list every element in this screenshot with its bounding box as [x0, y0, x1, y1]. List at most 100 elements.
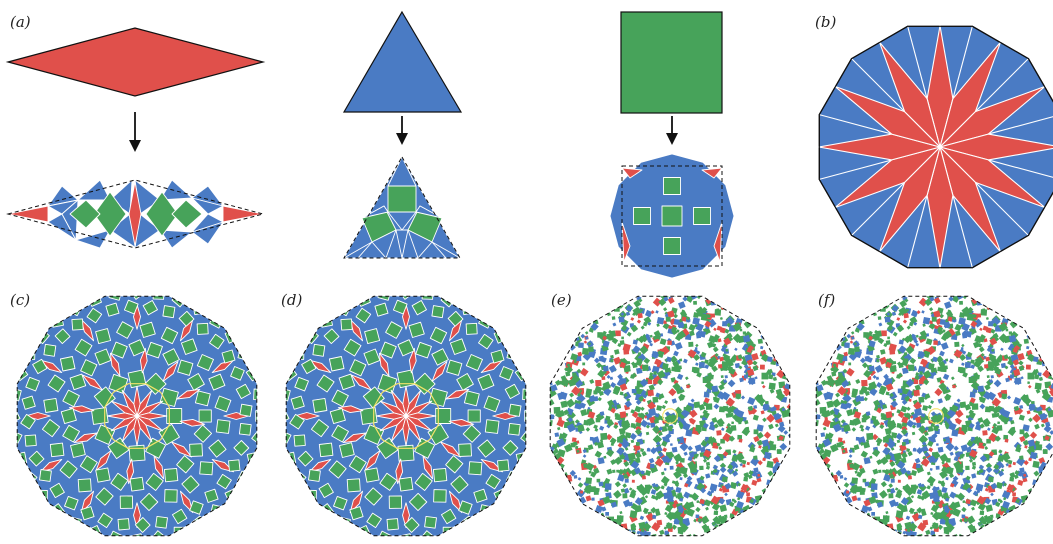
small-tile — [679, 442, 689, 452]
small-tile — [588, 346, 594, 353]
small-tile — [667, 297, 675, 305]
small-tile — [732, 407, 741, 416]
small-tile — [971, 473, 977, 479]
small-tile — [736, 500, 744, 509]
small-tile — [725, 397, 736, 407]
small-tile — [761, 372, 769, 380]
small-tile — [654, 445, 663, 454]
square-tile — [139, 492, 159, 512]
small-tile — [631, 388, 637, 394]
small-tile — [956, 398, 961, 403]
small-tile — [675, 461, 679, 465]
small-tile — [871, 512, 875, 516]
rhombus-tile — [448, 418, 475, 427]
small-tile — [655, 490, 665, 500]
small-tile — [990, 375, 994, 379]
prototile-triangle — [342, 10, 463, 113]
square-tile — [128, 339, 146, 357]
small-tile — [612, 322, 617, 327]
rhombus-tile — [7, 205, 49, 223]
small-tile — [602, 335, 607, 341]
small-tile — [839, 474, 844, 479]
small-tile — [716, 442, 721, 447]
square-tile — [235, 383, 251, 400]
rhombus-tile — [179, 490, 194, 514]
inflated-rhombus-patch — [6, 179, 265, 249]
small-tile — [950, 376, 955, 381]
small-tile — [895, 487, 899, 491]
small-tile — [892, 331, 898, 337]
small-tile — [831, 371, 837, 377]
small-tile — [573, 474, 578, 479]
small-tile — [658, 451, 664, 458]
small-tile — [977, 417, 984, 424]
small-tile — [618, 515, 623, 520]
small-tile — [650, 463, 655, 469]
small-tile — [666, 356, 672, 363]
small-tile — [678, 301, 686, 309]
small-tile — [953, 292, 957, 296]
small-tile — [563, 402, 568, 406]
small-tile — [688, 451, 696, 459]
small-tile — [737, 354, 743, 360]
small-tile — [865, 425, 871, 431]
small-tile — [779, 442, 788, 451]
rhombus-tile — [713, 221, 723, 263]
small-tile — [627, 452, 636, 461]
square-tile — [286, 451, 297, 466]
small-tile — [564, 367, 569, 372]
small-tile — [683, 509, 689, 515]
small-tile — [636, 483, 646, 494]
small-tile — [1034, 374, 1040, 380]
small-tile — [565, 365, 574, 374]
small-tile — [1000, 347, 1004, 352]
small-tile — [698, 403, 706, 411]
small-tile — [860, 427, 865, 432]
small-tile — [550, 384, 558, 392]
small-tile — [753, 429, 759, 435]
square-tile — [376, 437, 399, 460]
small-tile — [609, 437, 617, 445]
small-tile — [911, 431, 916, 436]
rhombus-tile — [73, 432, 98, 444]
small-tile — [809, 405, 816, 412]
small-tile — [625, 305, 633, 312]
small-tile — [641, 475, 646, 480]
small-tile — [975, 483, 984, 492]
square-tile — [209, 333, 225, 350]
small-tile — [661, 404, 666, 410]
small-tile — [713, 454, 722, 463]
small-tile — [579, 402, 586, 409]
small-tile — [896, 422, 902, 429]
small-tile — [632, 312, 636, 316]
small-tile — [932, 522, 939, 529]
small-tile — [922, 323, 926, 327]
small-tile — [666, 522, 673, 529]
panel-label-e: (e) — [551, 291, 572, 309]
small-tile — [952, 384, 956, 389]
small-tile — [741, 416, 747, 422]
square-tile — [155, 515, 168, 529]
small-tile — [747, 368, 755, 377]
small-tile — [717, 391, 726, 400]
small-tile — [997, 421, 1001, 425]
tiling-generation-f — [809, 292, 1053, 537]
small-tile — [702, 422, 709, 429]
small-tile — [640, 419, 649, 428]
small-tile — [753, 435, 760, 443]
small-tile — [610, 354, 614, 359]
square-tile — [484, 419, 500, 434]
small-tile — [545, 406, 550, 411]
small-tile — [869, 455, 873, 459]
square-tile — [377, 296, 392, 301]
tiling-body — [809, 292, 1053, 536]
small-tile — [901, 359, 909, 367]
small-tile — [756, 440, 763, 446]
small-tile — [630, 324, 639, 333]
small-tile — [864, 481, 870, 487]
square-tile — [661, 205, 683, 227]
small-tile — [686, 384, 690, 389]
square-tile — [49, 442, 65, 458]
small-tile — [716, 430, 722, 436]
small-tile — [671, 480, 676, 484]
